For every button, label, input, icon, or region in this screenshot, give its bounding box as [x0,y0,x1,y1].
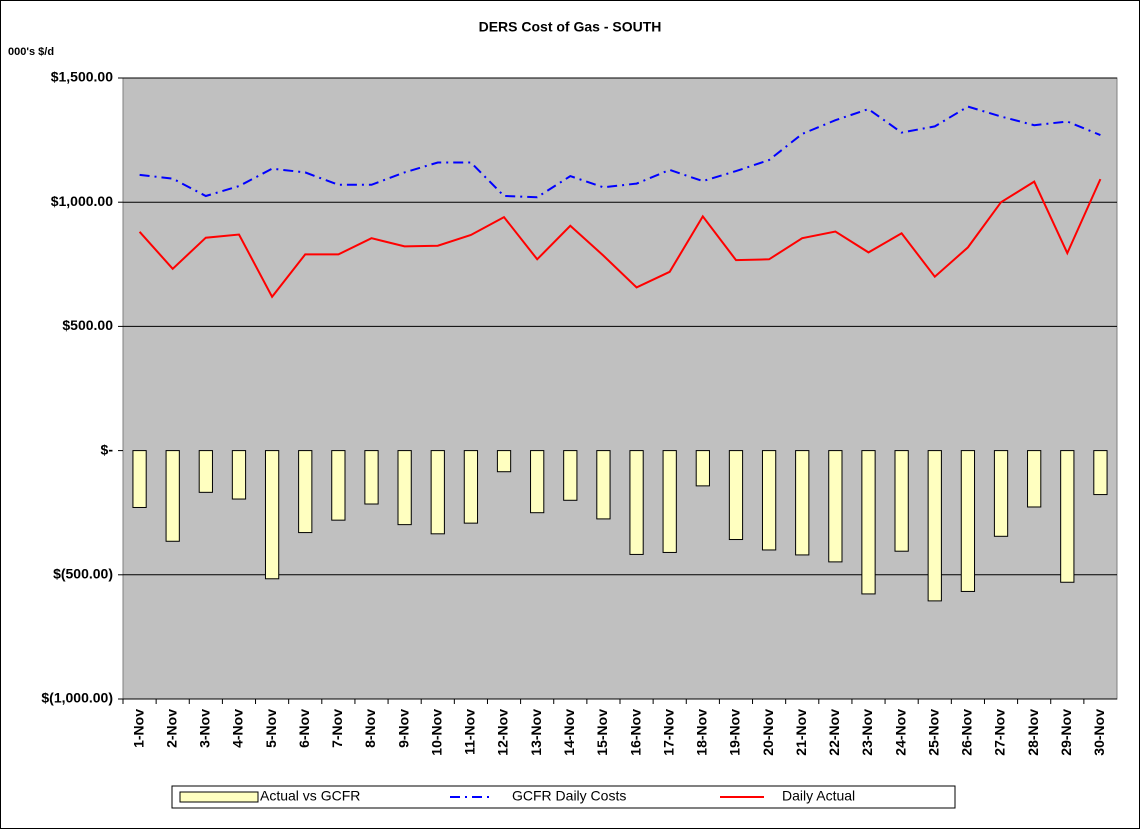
bar [198,450,213,493]
x-tick-label: 15-Nov [594,709,610,756]
x-tick-label: 22-Nov [826,709,842,756]
bar [1027,450,1042,508]
x-tick-label: 18-Nov [694,709,710,756]
bar [264,450,280,580]
bar [364,450,379,505]
x-tick-label: 2-Nov [163,709,179,748]
x-tick-label: 6-Nov [296,709,312,748]
bar [695,450,710,487]
bar [397,450,412,526]
x-tick-label: 24-Nov [892,709,908,756]
x-tick-label: 13-Nov [528,709,544,756]
bar [596,450,611,520]
x-tick-label: 1-Nov [130,709,146,748]
x-tick-label: 12-Nov [495,709,511,756]
x-tick-label: 5-Nov [263,709,279,748]
bar [728,450,744,541]
bar [795,450,810,556]
x-tick-label: 10-Nov [428,709,444,756]
bar [927,450,942,602]
x-tick-label: 26-Nov [959,709,975,756]
bar [496,450,512,473]
x-tick-label: 23-Nov [859,709,875,756]
bar [231,450,247,500]
x-tick-label: 25-Nov [925,709,941,756]
line-series [138,178,1102,299]
bar [761,450,777,551]
bar [828,450,843,563]
bar [430,450,445,535]
bar [861,450,876,595]
y-tick-label: $(1,000.00) [41,690,113,706]
bar [960,450,976,592]
line-series [139,105,1101,199]
x-tick-label: 16-Nov [627,709,643,756]
bar [662,450,677,553]
legend-label: Actual vs GCFR [260,788,360,804]
x-tick-label: 9-Nov [395,709,411,748]
x-tick-label: 14-Nov [561,709,577,756]
bar [331,450,346,521]
legend-label: GCFR Daily Costs [512,788,626,804]
bar [298,450,313,534]
y-tick-label: $- [101,441,114,457]
x-tick-label: 3-Nov [197,709,213,748]
x-tick-label: 11-Nov [462,709,478,755]
bar [993,450,1009,537]
legend-box [171,785,956,809]
x-tick-label: 21-Nov [793,709,809,756]
x-tick-label: 4-Nov [230,709,246,748]
x-tick-label: 7-Nov [329,709,345,748]
bar [894,450,909,552]
x-tick-label: 19-Nov [727,709,743,756]
x-tick-label: 17-Nov [660,709,676,756]
x-tick-label: 29-Nov [1058,709,1074,756]
bar [1093,450,1108,496]
bar [132,450,147,508]
legend-swatch [179,791,259,803]
bar [463,450,479,524]
legend: Actual vs GCFR GCFR Daily Costs Daily Actu… [171,785,956,809]
bar [563,450,578,501]
bar [629,450,644,555]
bar [530,450,545,514]
y-axis-label: 000's $/d [8,46,54,58]
bar [1060,450,1075,583]
x-tick-label: 8-Nov [362,709,378,748]
plot-area [122,77,1118,700]
x-tick-label: 27-Nov [992,709,1008,756]
y-tick-label: $500.00 [62,317,113,333]
bar [165,450,180,542]
y-tick-label: $(500.00) [53,566,113,582]
x-tick-label: 28-Nov [1025,709,1041,756]
y-tick-label: $1,000.00 [51,193,113,209]
x-tick-label: 20-Nov [760,709,776,756]
y-tick-label: $1,500.00 [51,69,113,85]
legend-label: Daily Actual [782,788,855,804]
chart-title: DERS Cost of Gas - SOUTH [479,19,662,35]
x-tick-label: 30-Nov [1091,709,1107,756]
